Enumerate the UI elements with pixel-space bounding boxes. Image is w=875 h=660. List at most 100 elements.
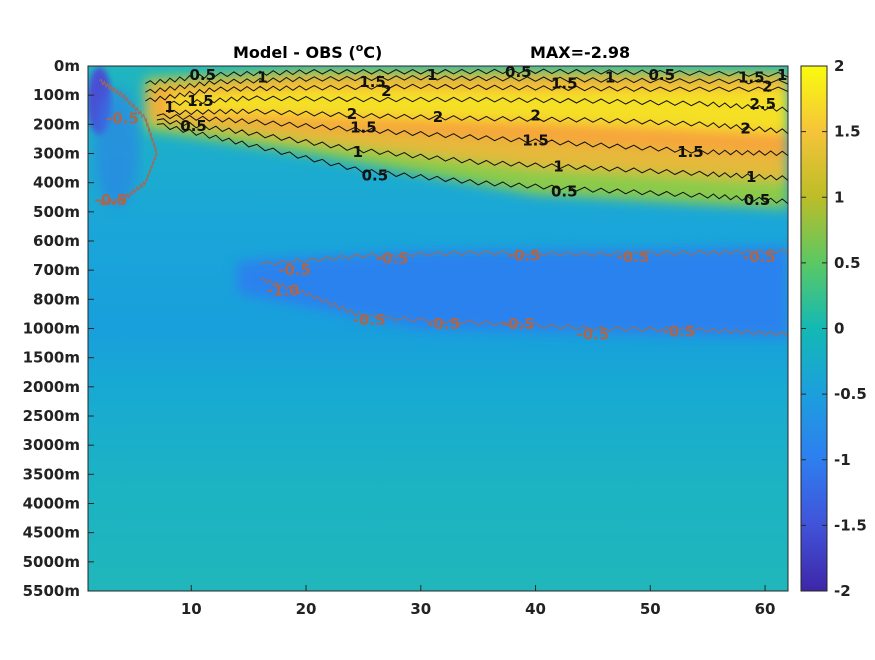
contour-label-10: 2 [762,77,772,95]
contour-label-15: 2 [347,105,357,123]
contour-label-12: 2.5 [749,95,776,113]
y-tick-label-8: 800m [33,290,80,308]
colorbar-tick-label-8: -2 [834,582,851,600]
contour-label-36: -0.5 [427,315,460,333]
contour-label-32: -0.5 [508,247,541,265]
contour-label-19: 1.5 [350,118,377,136]
contour-label-0: 0.5 [189,66,216,84]
contour-label-1: 1 [257,69,267,87]
max-label: MAX=-2.98 [530,43,630,62]
contour-line-7 [156,123,788,205]
y-tick-label-3: 300m [33,145,80,163]
contour-label-23: 1 [352,143,362,161]
x-tick-label-1: 20 [296,600,317,618]
y-axis: 0m 100m 200m 300m 400m 500m 600m 700m 800m 1000m 1… [23,57,94,600]
y-tick-label-17: 5000m [23,553,80,571]
contour-line-8 [259,248,788,266]
contour-line-9 [259,277,788,337]
y-tick-label-13: 3000m [23,436,80,454]
contour-label-29: -0.5 [106,110,139,128]
contour-label-7: 1 [605,69,615,87]
y-tick-label-16: 4500m [23,524,80,542]
contour-line-1 [145,75,788,94]
contour-label-3: 2 [381,82,391,100]
chart-title: Model - OBS (oC) [233,41,382,62]
contour-label-28: 0.5 [744,191,771,209]
y-tick-label-9: 1000m [23,320,80,338]
contour-label-22: 0.5 [180,117,207,135]
contour-label-30: -0.5 [95,191,128,209]
x-tick-label-5: 60 [755,600,776,618]
field-minus-0.5 [237,246,788,338]
y-tick-label-2: 200m [33,115,80,133]
contour-label-11: 1 [777,66,787,84]
contour-label-27: 0.5 [551,182,578,200]
contour-label-6: 1.5 [551,75,578,93]
contour-line-2 [145,83,788,103]
contour-label-24: 1 [553,158,563,176]
y-tick-label-10: 1500m [23,349,80,367]
contour-label-8: 0.5 [648,66,675,84]
y-tick-label-1: 100m [33,86,80,104]
x-tick-label-4: 50 [640,600,661,618]
contour-label-26: 0.5 [362,166,389,184]
contour-label-35: -0.5 [353,311,386,329]
warm-anomaly-band [145,68,788,209]
colorbar-tick-label-6: -1 [834,451,851,469]
contour-label-34: -0.5 [743,248,776,266]
y-tick-label-11: 2000m [23,378,80,396]
y-tick-label-4: 400m [33,174,80,192]
contour-label-25: 1 [746,168,756,186]
contour-label-39: -0.5 [663,322,696,340]
contour-label-41: -1.0 [267,282,300,300]
colorbar-tick-label-7: -1.5 [834,516,867,534]
contour-line-0 [145,68,788,86]
colorbar-tick-label-4: 0 [834,320,844,338]
contour-label-38: -0.5 [577,325,610,343]
y-tick-label-14: 3500m [23,465,80,483]
contour-label-20: 1.5 [522,131,549,149]
contour-lines [99,68,788,337]
contour-label-21: 1.5 [677,143,704,161]
x-tick-label-0: 10 [181,600,202,618]
contour-label-13: 1 [164,98,174,116]
contour-label-37: -0.5 [502,315,535,333]
contour-label-17: 2 [530,107,540,125]
contour-label-9: 1.5 [738,69,765,87]
colorbar-tick-label-1: 1.5 [834,123,861,141]
contour-label-40: -0.5 [278,261,311,279]
y-tick-label-18: 5500m [23,582,80,600]
contour-line-5 [156,113,788,157]
contour-line-6 [156,118,788,181]
colorbar-tick-label-3: 0.5 [834,254,861,272]
field-2.0 [168,87,788,134]
contour-label-33: -0.5 [617,248,650,266]
contour-label-14: 1.5 [187,92,214,110]
y-tick-label-5: 500m [33,203,80,221]
y-tick-label-7: 700m [33,261,80,279]
colorbar-tick-label-2: 1 [834,188,844,206]
colorbar-tick-label-0: 2 [834,57,844,75]
contour-label-16: 2 [433,108,443,126]
contour-line-3 [168,95,788,113]
cool-anomaly-band [237,246,788,338]
x-axis: 10 20 30 40 50 60 [181,585,776,618]
contour-label-31: -0.5 [376,250,409,268]
colorbar-ticks: 2 1.5 1 0.5 0 -0.5 -1 -1.5 -2 [801,57,867,600]
contour-line-10 [99,78,158,207]
colorbar-tick-label-5: -0.5 [834,385,867,403]
y-tick-label-12: 2500m [23,407,80,425]
contour-label-5: 0.5 [505,63,532,81]
contour-label-18: 2 [740,120,750,138]
y-tick-label-15: 4000m [23,495,80,513]
contour-line-4 [168,108,788,135]
x-tick-label-3: 40 [525,600,546,618]
contour-label-2: 1.5 [359,73,386,91]
y-tick-label-0: 0m [54,57,80,75]
field-coastal-cool [94,87,139,208]
x-tick-label-2: 30 [410,600,431,618]
